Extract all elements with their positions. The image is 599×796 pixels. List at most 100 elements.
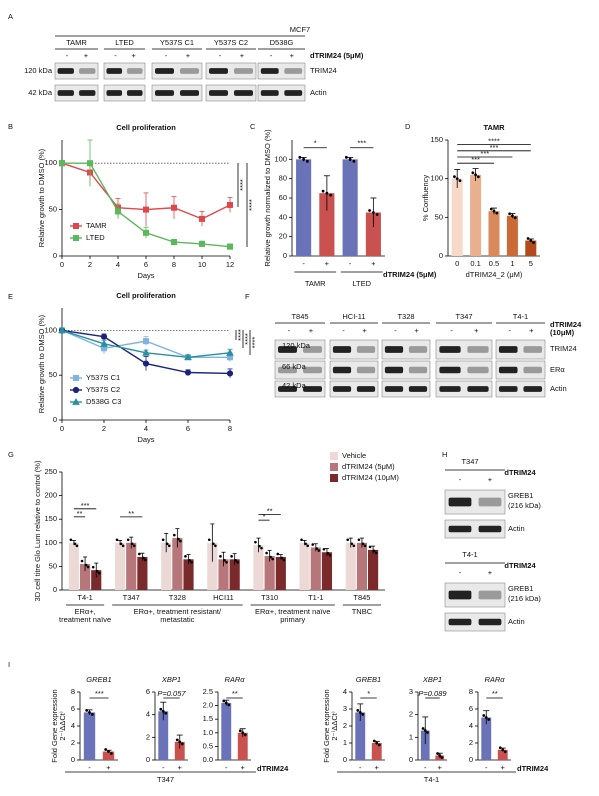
sign: + bbox=[84, 51, 89, 60]
band-protein: ERα bbox=[550, 365, 565, 374]
panel-letter: E bbox=[8, 292, 13, 301]
y-tick-label: 1.0 bbox=[203, 728, 213, 737]
blot-frame bbox=[205, 84, 257, 102]
bar bbox=[368, 549, 379, 590]
marker bbox=[142, 348, 150, 356]
data-point bbox=[225, 561, 228, 564]
y-tick-label: 4 bbox=[343, 687, 347, 696]
blot-band bbox=[155, 90, 174, 96]
data-point bbox=[298, 155, 302, 159]
data-point bbox=[306, 544, 309, 548]
blot-band bbox=[332, 366, 352, 374]
data-point bbox=[164, 711, 168, 715]
bar bbox=[137, 556, 148, 590]
x-tick-label: - bbox=[88, 763, 91, 772]
legend-swatch bbox=[330, 474, 338, 482]
data-point bbox=[455, 177, 459, 181]
bar bbox=[365, 212, 381, 256]
blot-band bbox=[523, 366, 543, 374]
sign: - bbox=[114, 51, 117, 60]
subgroup-label: treatment naïve bbox=[59, 615, 111, 624]
data-point bbox=[492, 209, 496, 213]
blot-band bbox=[278, 346, 297, 353]
data-point bbox=[361, 713, 365, 716]
data-point bbox=[86, 565, 90, 569]
legend-label: Vehicle bbox=[342, 451, 366, 460]
data-point bbox=[254, 540, 257, 544]
significance: *** bbox=[95, 689, 105, 698]
data-point bbox=[436, 752, 439, 755]
panel-letter: F bbox=[245, 292, 250, 301]
legend-swatch bbox=[330, 463, 338, 471]
treatment: dTRIM24 bbox=[257, 764, 289, 773]
sign: - bbox=[270, 51, 273, 60]
x-axis-label: dTRIM24_2 (μM) bbox=[466, 270, 523, 279]
blot-band bbox=[439, 386, 461, 392]
data-point bbox=[234, 559, 237, 562]
y-tick-label: 0 bbox=[53, 251, 57, 260]
blot-band bbox=[284, 68, 303, 74]
data-point bbox=[91, 565, 95, 569]
data-point bbox=[238, 729, 242, 733]
legend-label: dTRIM24 (10μM) bbox=[342, 473, 399, 482]
blot-frame bbox=[329, 339, 379, 360]
data-point bbox=[223, 559, 226, 562]
data-point bbox=[474, 173, 477, 177]
blot-band bbox=[498, 366, 518, 374]
data-point bbox=[377, 743, 381, 747]
data-point bbox=[177, 537, 180, 541]
blot-band bbox=[448, 525, 472, 533]
bar bbox=[114, 542, 126, 590]
legend-label: D538G C3 bbox=[86, 397, 121, 406]
blot-band bbox=[478, 618, 502, 626]
significance: P=0.057 bbox=[157, 689, 186, 698]
chart-title: XBP1 bbox=[422, 675, 442, 684]
data-point bbox=[212, 542, 215, 546]
x-tick-label: 0.1 bbox=[470, 259, 480, 268]
panel-letter: C bbox=[250, 122, 256, 131]
blot-band bbox=[155, 68, 174, 74]
data-point bbox=[188, 559, 191, 562]
blot-band bbox=[303, 346, 322, 353]
data-point bbox=[227, 703, 231, 707]
x-axis-label: Days bbox=[137, 271, 154, 280]
bar bbox=[310, 547, 321, 590]
data-point bbox=[487, 718, 491, 721]
bar bbox=[207, 542, 218, 590]
blot-band bbox=[106, 68, 123, 74]
marker bbox=[171, 239, 177, 246]
marker bbox=[171, 204, 177, 211]
data-point bbox=[243, 733, 247, 737]
blot-frame bbox=[274, 360, 326, 380]
marker bbox=[184, 353, 192, 361]
data-point bbox=[161, 538, 165, 542]
data-point bbox=[138, 552, 141, 556]
data-point bbox=[311, 543, 315, 546]
blot-band bbox=[467, 366, 489, 374]
blot-band bbox=[209, 68, 228, 74]
significance: * bbox=[367, 689, 371, 698]
bar bbox=[488, 211, 500, 256]
blot-band bbox=[303, 386, 322, 392]
data-point bbox=[352, 544, 356, 548]
blot-band bbox=[356, 366, 376, 374]
data-point bbox=[501, 748, 505, 752]
blot-band bbox=[126, 90, 143, 96]
data-point bbox=[328, 553, 332, 557]
data-point bbox=[302, 157, 306, 161]
bar bbox=[221, 702, 232, 760]
x-tick-label: 4 bbox=[144, 424, 148, 433]
data-point bbox=[214, 544, 217, 548]
marker bbox=[184, 369, 192, 376]
data-point bbox=[80, 559, 84, 563]
blot-frame bbox=[151, 84, 203, 102]
x-tick-label: + bbox=[106, 763, 111, 772]
y-tick-label: 1.5 bbox=[203, 714, 213, 723]
bar bbox=[68, 542, 79, 590]
y-tick-label: 2 bbox=[146, 732, 150, 741]
subgroup-label: metastatic bbox=[160, 615, 194, 624]
sign: + bbox=[186, 51, 191, 60]
sign: + bbox=[309, 326, 314, 335]
significance: ** bbox=[77, 509, 83, 518]
chart-title: XBP1 bbox=[161, 675, 181, 684]
